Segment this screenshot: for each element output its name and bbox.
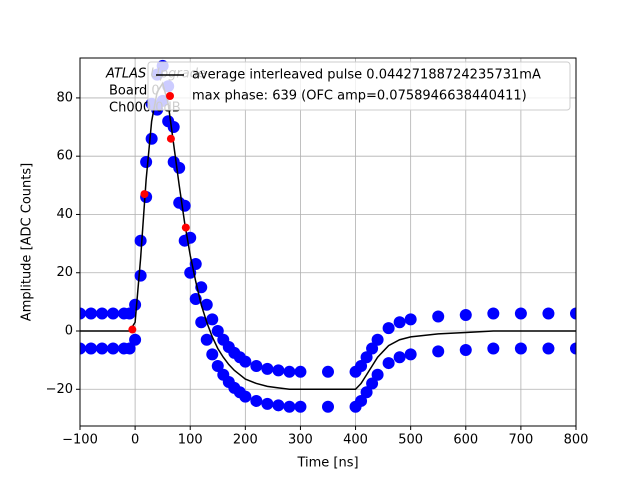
annotation: Board 0 (109, 84, 160, 99)
legend-label: average interleaved pulse 0.044271887242… (192, 68, 541, 83)
point (123, 307, 136, 320)
point (514, 342, 527, 355)
point (206, 348, 219, 361)
y-axis-label: Amplitude [ADC Counts] (20, 163, 35, 321)
point (162, 115, 175, 128)
x-axis-label: Time [ns] (296, 456, 358, 471)
point (129, 298, 142, 311)
y-tick-label: −20 (46, 382, 73, 397)
point (128, 325, 137, 334)
point (200, 333, 213, 346)
x-tick-label: 600 (453, 433, 478, 448)
point (96, 342, 109, 355)
point (459, 308, 472, 321)
point (272, 399, 285, 412)
point (134, 234, 147, 247)
legend-marker (166, 92, 174, 100)
point (404, 348, 417, 361)
y-tick-label: 20 (56, 265, 73, 280)
point (371, 333, 384, 346)
point (200, 298, 213, 311)
point (371, 368, 384, 381)
point (272, 364, 285, 377)
point (393, 351, 406, 364)
point (355, 359, 368, 372)
point (366, 377, 379, 390)
point (322, 365, 334, 378)
point (140, 156, 153, 169)
line (80, 81, 576, 391)
x-tick-label: 0 (131, 433, 139, 448)
point (283, 365, 296, 378)
point (487, 307, 500, 320)
point (166, 134, 175, 143)
point (211, 325, 224, 338)
x-tick-label: 300 (288, 433, 313, 448)
point (239, 390, 252, 403)
point (206, 313, 219, 326)
point (250, 359, 263, 372)
point (360, 351, 373, 364)
axes-frame (79, 57, 577, 427)
point (123, 342, 136, 355)
point (404, 313, 417, 326)
point (85, 342, 98, 355)
x-tick-label: 400 (343, 433, 368, 448)
plot (80, 59, 576, 413)
point (570, 307, 576, 320)
point (107, 307, 120, 320)
point (459, 343, 472, 356)
point (261, 362, 274, 375)
point (322, 400, 334, 413)
x-tick-label: 500 (398, 433, 423, 448)
point (432, 345, 445, 358)
x-tick-label: 200 (233, 433, 258, 448)
point (250, 394, 263, 407)
point (261, 397, 274, 410)
y-tick-label: 40 (56, 207, 73, 222)
point (96, 307, 109, 320)
point (107, 342, 120, 355)
point (366, 342, 379, 355)
x-tick-label: −100 (62, 433, 98, 448)
point (140, 190, 149, 199)
point (487, 342, 500, 355)
point (211, 359, 224, 372)
x-tick-label: 700 (508, 433, 533, 448)
point (360, 386, 373, 399)
point (294, 400, 307, 413)
point (167, 156, 180, 169)
point (173, 196, 186, 209)
y-tick-label: 80 (56, 90, 73, 105)
point (80, 342, 86, 355)
point (80, 307, 86, 320)
point (382, 357, 395, 370)
point (542, 307, 555, 320)
point (294, 365, 307, 378)
point (382, 322, 395, 335)
point (181, 223, 190, 232)
y-tick-label: 0 (65, 324, 73, 339)
point (432, 310, 445, 323)
x-tick-label: 800 (564, 433, 589, 448)
point (129, 333, 142, 346)
point (85, 307, 98, 320)
point (195, 316, 208, 329)
legend-label: max phase: 639 (OFC amp=0.07589466384404… (192, 89, 527, 104)
point (145, 132, 158, 145)
y-tick-label: 60 (56, 149, 73, 164)
point (134, 269, 147, 282)
point (283, 400, 296, 413)
legend-box (147, 61, 571, 111)
point (542, 342, 555, 355)
point (239, 355, 252, 368)
point (393, 316, 406, 329)
point (514, 307, 527, 320)
x-tick-label: 100 (178, 433, 203, 448)
point (570, 342, 576, 355)
point (355, 394, 368, 407)
